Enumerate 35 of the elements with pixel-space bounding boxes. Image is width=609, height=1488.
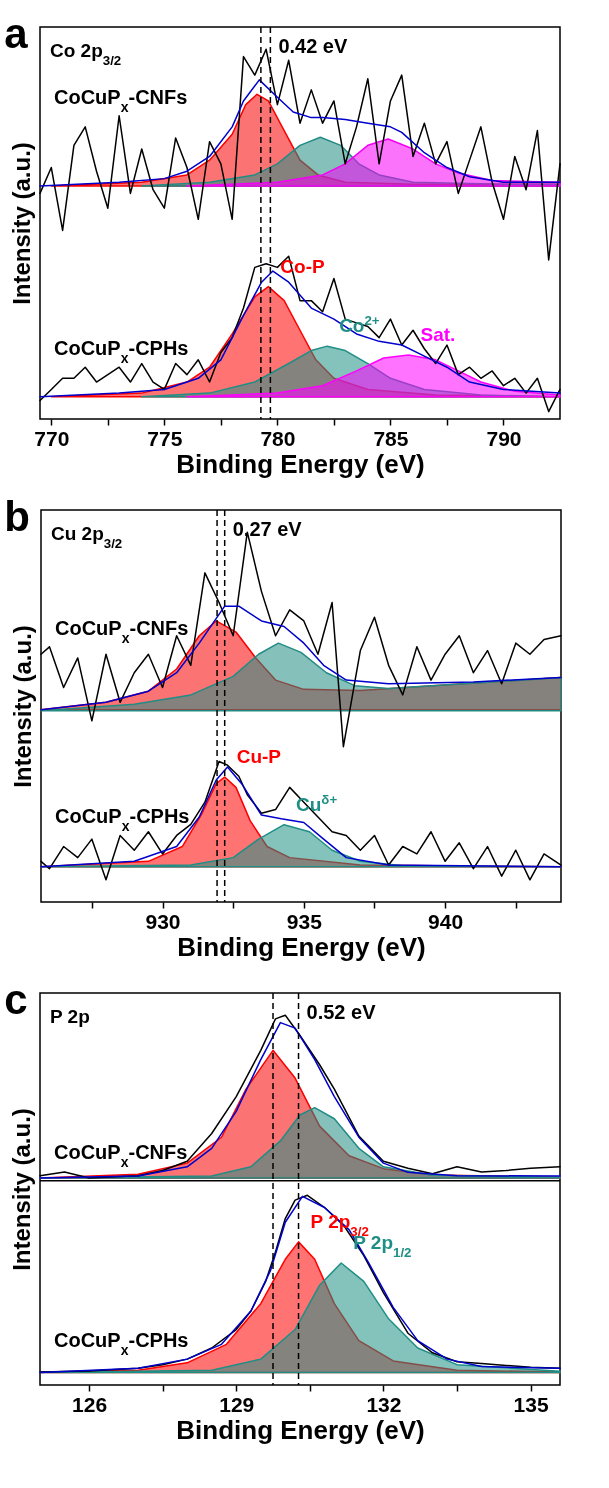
x-tick-label: 132	[366, 1392, 402, 1416]
chart-title: Cu 2p$_{3/2}$	[51, 523, 123, 551]
x-tick-label: 129	[219, 1392, 255, 1416]
y-axis-title: Intensity (a.u.)	[8, 625, 36, 788]
x-axis-title: Binding Energy (eV)	[177, 931, 426, 962]
series-label: CoCuP$_{x}$-CPHs	[54, 337, 189, 367]
text: c	[4, 976, 28, 1023]
x-axis-title: Binding Energy (eV)	[176, 1414, 425, 1445]
x-tick-label: 930	[145, 909, 181, 933]
x-axis-title: Binding Energy (eV)	[176, 448, 425, 479]
text: a	[4, 10, 29, 57]
text: b	[4, 493, 30, 540]
series-label: Cu-P	[236, 746, 282, 767]
x-tick-label: 770	[34, 426, 70, 450]
x-tick-label: 775	[147, 426, 183, 450]
series-label: CoCuP$_{x}$-CNFs	[55, 616, 189, 646]
series-label: CoCuP$_{x}$-CPHs	[54, 1329, 189, 1359]
x-tick-label: 126	[72, 1392, 108, 1416]
chart-title: P 2p	[50, 1006, 90, 1027]
annotation: 0.52 eV	[306, 1001, 377, 1023]
x-tick-label: 790	[486, 426, 522, 450]
series-label: CoCuP$_{x}$-CPHs	[55, 805, 190, 835]
y-axis-title: Intensity (a.u.)	[7, 142, 35, 305]
y-axis-title: Intensity (a.u.)	[7, 1108, 35, 1271]
x-tick-label: 780	[260, 426, 296, 450]
x-tick-label: 785	[373, 426, 409, 450]
chart-title: Co 2p$_{3/2}$	[50, 40, 122, 68]
series-label: CoCuP$_{x}$-CNFs	[54, 85, 188, 115]
series-label: CoCuP$_{x}$-CNFs	[54, 1140, 188, 1170]
x-tick-label: 940	[428, 909, 464, 933]
annotation: 0.27 eV	[232, 518, 303, 540]
annotation: 0.42 eV	[278, 35, 348, 57]
series-label: Sat.	[420, 324, 456, 346]
x-tick-label: 935	[286, 909, 323, 933]
x-tick-label: 135	[513, 1392, 549, 1416]
